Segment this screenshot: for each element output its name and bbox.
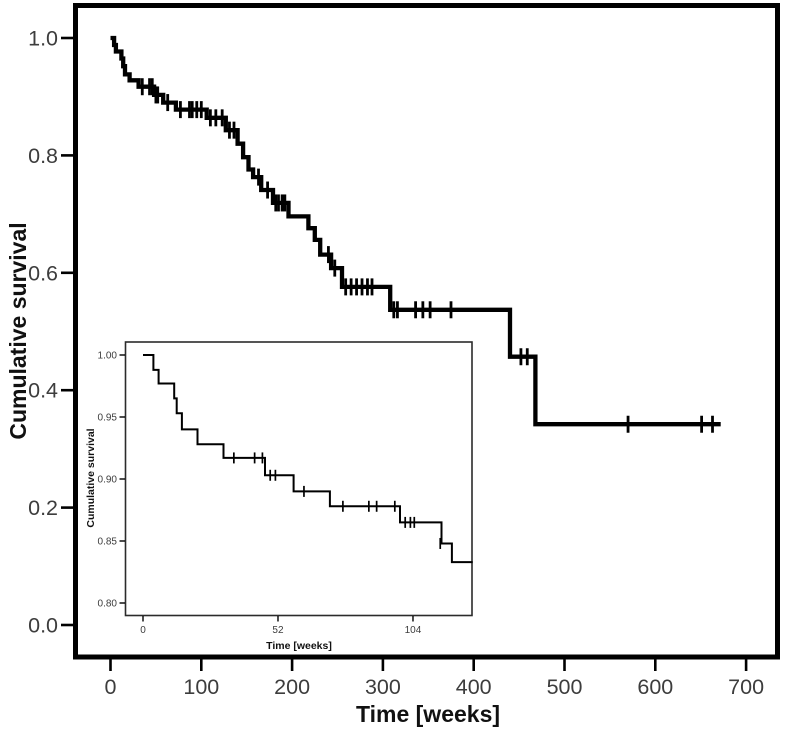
main-x-tick-label: 300 xyxy=(365,675,401,699)
inset-y-tick-label: 0.90 xyxy=(98,475,118,486)
main-x-tick-label: 600 xyxy=(637,675,673,699)
inset-x-axis-title: Time [weeks] xyxy=(266,640,332,652)
main-y-axis: 1.0 0.8 0.6 0.4 0.2 0.0 xyxy=(28,27,73,638)
main-survival-curve xyxy=(110,35,721,427)
main-y-tick-label: 0.0 xyxy=(28,614,58,638)
main-x-tick-label: 100 xyxy=(183,675,219,699)
inset-y-tick-label: 0.80 xyxy=(98,599,118,610)
inset-y-axis-title: Cumulative survival xyxy=(85,428,97,527)
inset-x-tick-label: 0 xyxy=(140,625,146,636)
main-km-step-path xyxy=(110,35,721,427)
main-y-tick-label: 0.8 xyxy=(28,144,58,168)
main-x-tick-label: 700 xyxy=(728,675,764,699)
inset-plot-frame xyxy=(124,341,473,617)
inset-survival-curve xyxy=(143,354,473,564)
inset-x-tick-label: 104 xyxy=(405,625,422,636)
inset-censor-marks xyxy=(233,452,442,549)
main-y-tick-label: 0.4 xyxy=(28,379,58,403)
main-x-axis: 0 100 200 300 400 500 600 700 xyxy=(105,659,764,699)
main-x-tick-label: 0 xyxy=(105,675,117,699)
main-y-tick-label: 0.6 xyxy=(28,261,58,285)
main-y-axis-title: Cumulative survival xyxy=(5,222,31,439)
main-x-tick-label: 400 xyxy=(456,675,492,699)
main-x-axis-title: Time [weeks] xyxy=(356,701,500,727)
main-x-tick-label: 500 xyxy=(547,675,583,699)
main-plot-frame xyxy=(73,3,780,660)
inset-plot: 1.00 0.95 0.90 0.85 0.80 0 52 104 Cumulative s… xyxy=(85,341,473,652)
main-y-tick-label: 0.2 xyxy=(28,496,58,520)
main-y-tick-label: 1.0 xyxy=(28,27,58,51)
main-x-tick-label: 200 xyxy=(274,675,310,699)
main-plot: 1.0 0.8 0.6 0.4 0.2 0.0 0 100 200 300 400 500 600 70… xyxy=(5,3,780,727)
inset-x-axis: 0 52 104 xyxy=(140,616,422,636)
inset-y-tick-label: 0.95 xyxy=(98,413,118,424)
inset-km-step-path xyxy=(143,354,473,564)
main-censor-marks xyxy=(140,78,714,433)
inset-y-tick-label: 0.85 xyxy=(98,537,118,548)
inset-y-axis: 1.00 0.95 0.90 0.85 0.80 xyxy=(98,351,125,610)
inset-y-tick-label: 1.00 xyxy=(98,351,118,362)
inset-x-tick-label: 52 xyxy=(272,625,284,636)
